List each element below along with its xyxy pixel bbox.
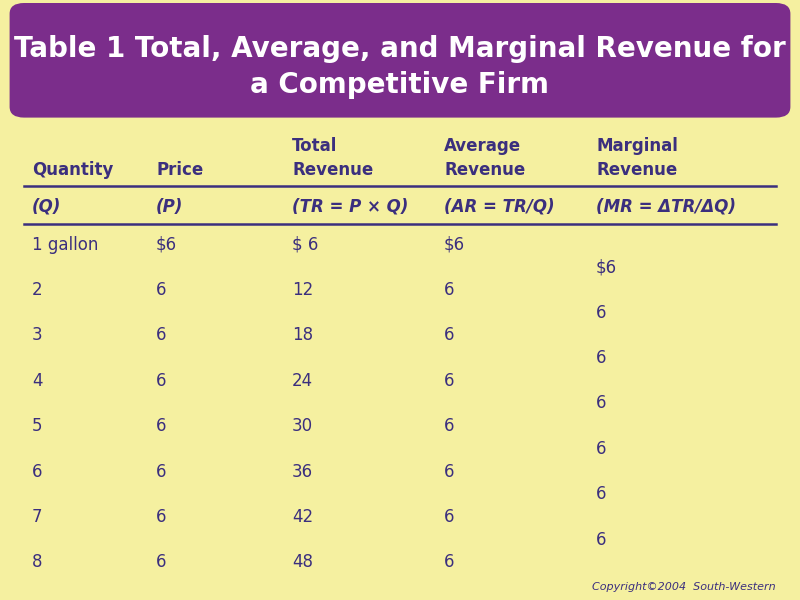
Text: 6: 6 — [596, 440, 606, 458]
Text: $6: $6 — [156, 236, 177, 254]
Text: 6: 6 — [156, 326, 166, 344]
Text: 12: 12 — [292, 281, 314, 299]
Text: 24: 24 — [292, 372, 313, 390]
Text: 6: 6 — [596, 530, 606, 548]
Text: 6: 6 — [444, 553, 454, 571]
Text: Revenue: Revenue — [444, 161, 526, 179]
Text: (Q): (Q) — [32, 198, 62, 216]
Text: Price: Price — [156, 161, 203, 179]
Text: 6: 6 — [444, 372, 454, 390]
Text: Revenue: Revenue — [596, 161, 678, 179]
Text: Average: Average — [444, 137, 521, 155]
Text: 6: 6 — [156, 508, 166, 526]
Text: (TR = P × Q): (TR = P × Q) — [292, 198, 408, 216]
Text: 6: 6 — [444, 417, 454, 435]
Text: 6: 6 — [156, 372, 166, 390]
Text: Total: Total — [292, 137, 338, 155]
Text: $ 6: $ 6 — [292, 236, 318, 254]
Text: Table 1 Total, Average, and Marginal Revenue for: Table 1 Total, Average, and Marginal Rev… — [14, 35, 786, 63]
Text: 6: 6 — [32, 463, 42, 481]
Text: 30: 30 — [292, 417, 313, 435]
Text: Marginal: Marginal — [596, 137, 678, 155]
Text: 36: 36 — [292, 463, 313, 481]
Text: $6: $6 — [444, 236, 465, 254]
Text: 7: 7 — [32, 508, 42, 526]
Text: 6: 6 — [444, 508, 454, 526]
Text: 6: 6 — [596, 349, 606, 367]
Text: 8: 8 — [32, 553, 42, 571]
Text: 6: 6 — [444, 463, 454, 481]
Text: (AR = TR/Q): (AR = TR/Q) — [444, 198, 554, 216]
Text: 6: 6 — [156, 463, 166, 481]
Text: 3: 3 — [32, 326, 42, 344]
Text: 6: 6 — [156, 553, 166, 571]
Text: 6: 6 — [156, 417, 166, 435]
Text: Quantity: Quantity — [32, 161, 114, 179]
Text: (MR = ΔTR/ΔQ): (MR = ΔTR/ΔQ) — [596, 198, 736, 216]
Text: Copyright©2004  South-Western: Copyright©2004 South-Western — [592, 582, 776, 592]
Text: 6: 6 — [596, 395, 606, 413]
Text: 4: 4 — [32, 372, 42, 390]
Text: 6: 6 — [596, 304, 606, 322]
Text: 6: 6 — [444, 281, 454, 299]
Text: 6: 6 — [444, 326, 454, 344]
Text: Revenue: Revenue — [292, 161, 374, 179]
Text: 1 gallon: 1 gallon — [32, 236, 98, 254]
Text: 6: 6 — [156, 281, 166, 299]
Text: 6: 6 — [596, 485, 606, 503]
FancyBboxPatch shape — [10, 3, 790, 118]
Text: 18: 18 — [292, 326, 313, 344]
Text: 2: 2 — [32, 281, 42, 299]
Text: $6: $6 — [596, 259, 617, 277]
Text: (P): (P) — [156, 198, 183, 216]
Text: a Competitive Firm: a Competitive Firm — [250, 71, 550, 99]
Text: 48: 48 — [292, 553, 313, 571]
Text: 42: 42 — [292, 508, 313, 526]
Text: 5: 5 — [32, 417, 42, 435]
